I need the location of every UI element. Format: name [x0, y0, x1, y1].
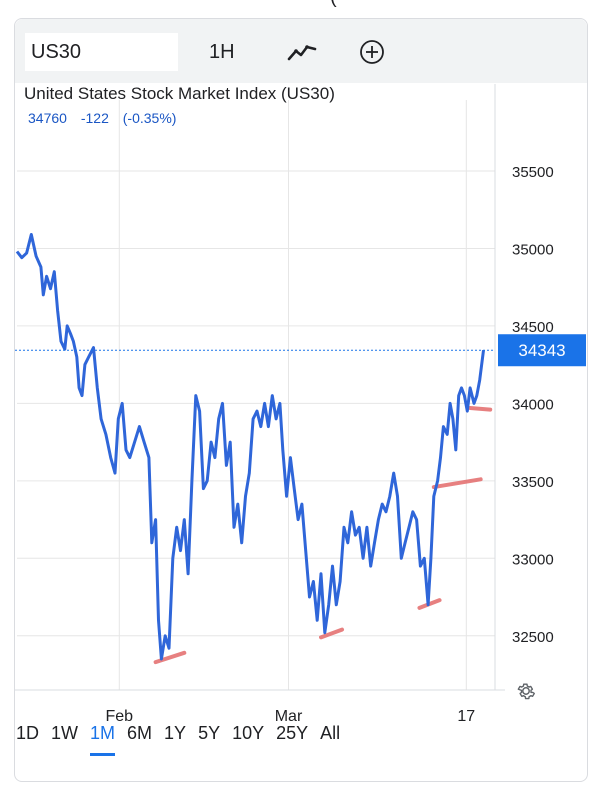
gear-icon[interactable] — [515, 680, 537, 702]
support-line-annotation — [468, 406, 493, 412]
y-tick-label: 33000 — [512, 551, 554, 568]
range-tab-all[interactable]: All — [320, 723, 341, 743]
price-series: 34343 — [15, 233, 586, 661]
header-fragment-text: ( — [330, 0, 337, 9]
range-tab-1m[interactable]: 1M — [84, 718, 121, 756]
quote-line: 34760 -122 (-0.35%) — [28, 110, 186, 126]
support-line-annotation — [431, 477, 483, 490]
range-tabs: 1D 1W 1M 6M 1Y 5Y 10Y 25Y All — [10, 718, 346, 756]
previous-header-fragment: ( — [0, 0, 600, 14]
range-tab-1w[interactable]: 1W — [51, 723, 79, 743]
range-tab-6m[interactable]: 6M — [127, 723, 153, 743]
interval-selector[interactable]: 1H — [209, 41, 235, 63]
support-line-annotation — [153, 650, 187, 665]
line-chart-icon[interactable] — [287, 41, 317, 63]
gridlines — [17, 100, 495, 690]
plus-circle-icon[interactable] — [359, 39, 385, 65]
chart-title: United States Stock Market Index (US30) — [24, 84, 335, 103]
price-change-percent: (-0.35%) — [122, 110, 177, 126]
range-tab-1y[interactable]: 1Y — [164, 723, 187, 743]
chart-card: US30 1H — [14, 18, 588, 782]
range-tab-10y[interactable]: 10Y — [232, 723, 265, 743]
symbol-input[interactable]: US30 — [25, 33, 178, 71]
y-tick-label: 34500 — [512, 319, 554, 336]
support-annotations — [153, 406, 493, 665]
price-change: -122 — [80, 110, 109, 126]
range-tab-5y[interactable]: 5Y — [198, 723, 221, 743]
current-price-tag — [498, 334, 586, 367]
chart-toolbar: US30 1H — [15, 19, 587, 83]
series-line — [15, 233, 485, 661]
range-tab-1d[interactable]: 1D — [16, 723, 40, 743]
range-tab-25y[interactable]: 25Y — [276, 723, 309, 743]
x-tick-label: Feb — [106, 708, 134, 725]
x-tick-label: Mar — [275, 708, 303, 725]
last-price: 34760 — [28, 110, 67, 126]
y-tick-label: 32500 — [512, 629, 554, 646]
support-line-annotation — [319, 627, 345, 640]
y-tick-label: 34000 — [512, 396, 554, 413]
y-tick-label: 35000 — [512, 241, 554, 258]
y-tick-label: 33500 — [512, 474, 554, 491]
x-tick-label: 17 — [457, 708, 475, 725]
current-price-label: 34343 — [518, 341, 565, 360]
axes: 32500 33000 33500 34000 34500 35000 35500 Feb Ma… — [15, 84, 554, 725]
y-tick-label: 35500 — [512, 164, 554, 181]
